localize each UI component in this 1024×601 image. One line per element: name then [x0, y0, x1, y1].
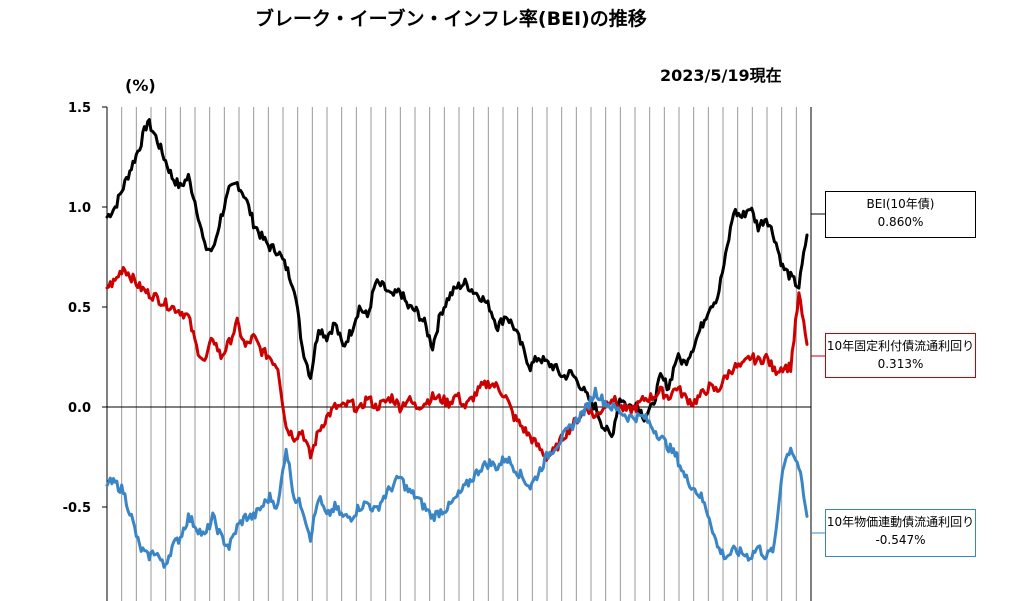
y-tick-label: 0.5	[68, 301, 91, 316]
legend-connectors	[811, 213, 825, 534]
y-axis-ticks: 1.5 1.0 0.5 0.0 -0.5	[63, 101, 107, 516]
y-tick-label: -0.5	[63, 501, 91, 516]
legend-nominal-yield-value: 0.313%	[877, 357, 924, 371]
bei-line	[105, 118, 809, 439]
y-tick-label: 0.0	[68, 401, 91, 416]
nominal-yield-line	[105, 266, 809, 462]
chart-title: ブレーク・イーブン・インフレ率(BEI)の推移	[255, 8, 647, 30]
y-axis-unit-label: (%)	[125, 76, 156, 95]
legend-indexed-yield-name: 10年物価連動債流通利回り	[826, 515, 975, 529]
legend-nominal-yield-name: 10年固定利付債流通利回り	[826, 339, 975, 353]
indexed-yield-line	[105, 386, 809, 569]
axes	[106, 107, 812, 601]
series-lines	[105, 118, 809, 569]
legend-bei-name: BEI(10年債)	[866, 197, 935, 211]
y-tick-label: 1.5	[68, 101, 91, 116]
legend-indexed-yield-value: -0.547%	[875, 533, 926, 547]
legend-indexed-yield: 10年物価連動債流通利回り -0.547%	[825, 509, 976, 557]
legend-bei-value: 0.860%	[877, 215, 924, 229]
legend-bei: BEI(10年債) 0.860%	[825, 191, 976, 238]
chart-date-note: 2023/5/19現在	[660, 66, 782, 85]
legend-nominal-yield: 10年固定利付債流通利回り 0.313%	[825, 333, 976, 378]
y-tick-label: 1.0	[68, 201, 91, 216]
